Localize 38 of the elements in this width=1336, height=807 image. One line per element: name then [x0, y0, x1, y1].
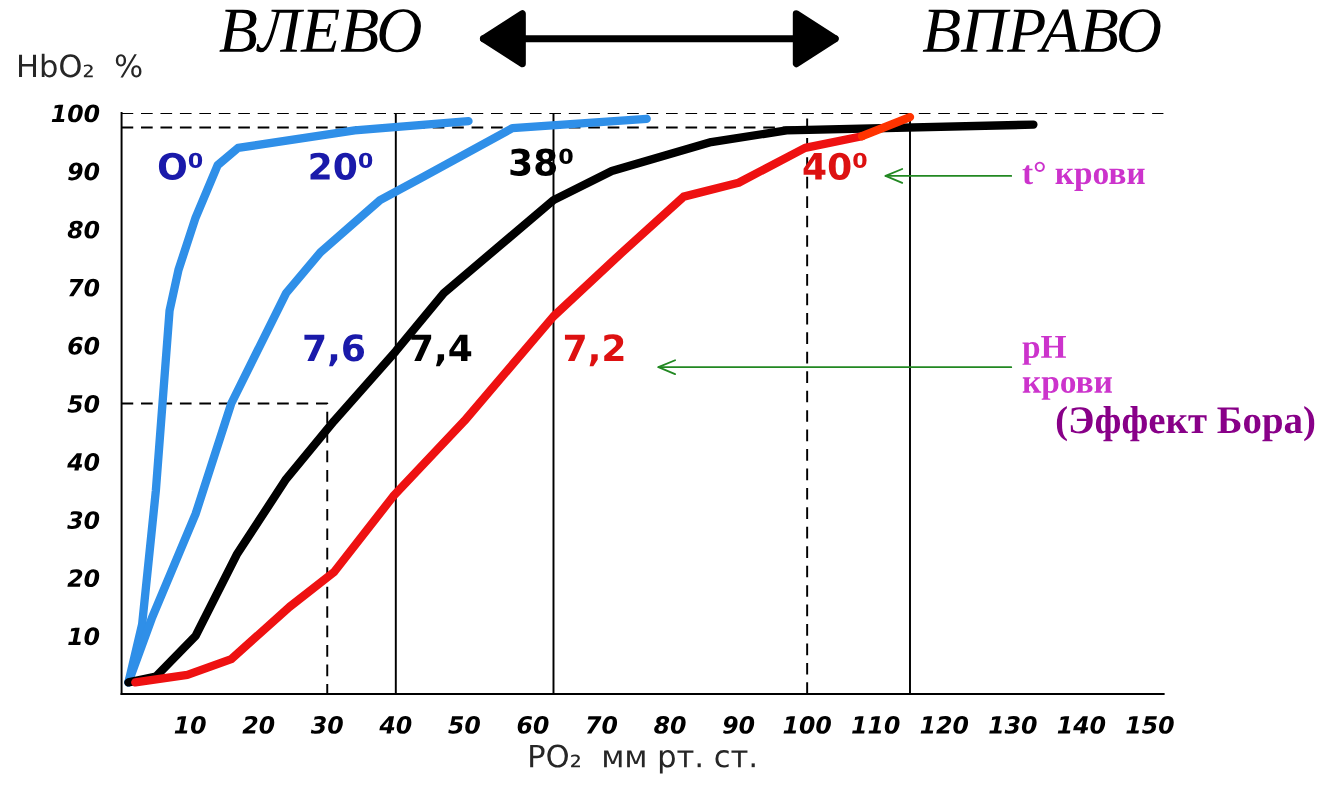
- x-axis-title: PO₂ мм рт. ст.: [530, 744, 755, 774]
- annotation: t° крови: [1022, 161, 1145, 192]
- y-tick-label: 90: [68, 162, 100, 181]
- x-tick-label: 70: [586, 715, 618, 734]
- annotation: 7,6: [304, 334, 365, 367]
- y-tick-label: 50: [67, 394, 100, 413]
- x-tick-label: 20: [242, 715, 275, 734]
- y-tick-label: 20: [67, 569, 100, 588]
- x-tick-label: 80: [654, 715, 686, 734]
- text: ВПРАВО: [922, 9, 1161, 53]
- annotation: 40⁰: [803, 152, 867, 180]
- x-tick-label: 130: [989, 715, 1037, 734]
- x-tick-label: 100: [783, 715, 831, 734]
- x-tick-label: 150: [1126, 715, 1174, 734]
- y-tick-label: 30: [67, 511, 100, 530]
- y-tick-label: 100: [51, 104, 100, 123]
- x-tick-label: 30: [310, 715, 343, 734]
- x-tick-label: 140: [1057, 715, 1106, 734]
- annotation: 7,4: [411, 334, 472, 367]
- y-tick-label: 40: [67, 453, 100, 471]
- x-tick-label: 90: [723, 715, 755, 734]
- annotation: 7,2: [564, 334, 624, 367]
- x-tick-label: 10: [174, 715, 206, 734]
- annotation: pH крови: [1022, 335, 1112, 400]
- annotation: O⁰: [158, 152, 203, 180]
- x-tick-label: 50: [448, 715, 480, 734]
- y-tick-label: 70: [69, 278, 100, 297]
- y-axis-title: HbO₂ %: [19, 53, 142, 78]
- y-tick-label: 80: [67, 220, 100, 239]
- annotation: (Эффект Бора): [1056, 406, 1315, 442]
- x-tick-label: 60: [517, 715, 549, 734]
- y-tick-label: 60: [68, 336, 100, 355]
- annotation: 20⁰: [310, 152, 373, 180]
- x-tick-label: 40: [379, 715, 412, 734]
- text: ВЛЕВО: [219, 9, 421, 53]
- x-tick-label: 110: [852, 715, 900, 734]
- y-tick-label: 10: [68, 627, 100, 646]
- x-tick-label: 120: [920, 715, 969, 734]
